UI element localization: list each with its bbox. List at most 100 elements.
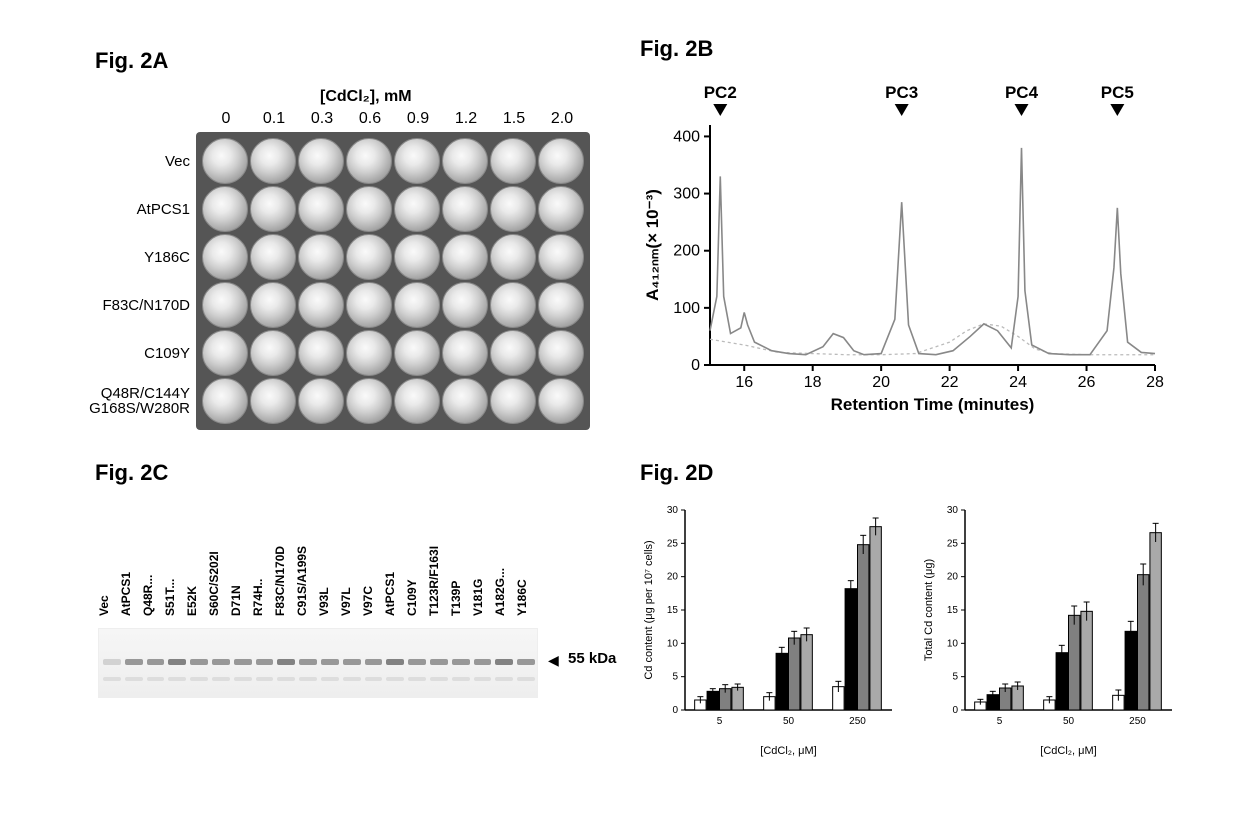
band xyxy=(408,659,426,665)
svg-text:26: 26 xyxy=(1078,374,1096,391)
fig2a-wellplate xyxy=(196,132,590,430)
well xyxy=(250,330,296,376)
well xyxy=(490,378,536,424)
well xyxy=(202,234,248,280)
well xyxy=(346,186,392,232)
fig2a-column-headers: 00.10.30.60.91.21.52.0 xyxy=(202,110,586,128)
band xyxy=(452,659,470,665)
band xyxy=(256,659,274,665)
fig2a-row: C109Y xyxy=(0,332,190,380)
band xyxy=(299,659,317,665)
fig2c-label: Fig. 2C xyxy=(95,460,168,486)
well xyxy=(490,330,536,376)
well xyxy=(298,234,344,280)
svg-text:10: 10 xyxy=(947,638,959,649)
well xyxy=(394,282,440,328)
well xyxy=(346,234,392,280)
fig2a-row: AtPCS1 xyxy=(0,188,190,236)
svg-text:20: 20 xyxy=(872,374,890,391)
well xyxy=(442,378,488,424)
fig2a-col: 0.6 xyxy=(346,110,394,128)
svg-text:20: 20 xyxy=(947,572,959,583)
well xyxy=(298,282,344,328)
fig2a-col: 0.3 xyxy=(298,110,346,128)
well xyxy=(394,330,440,376)
fig2a-row: F83C/N170D xyxy=(0,284,190,332)
svg-text:Cd content (μg per 10⁷ cells): Cd content (μg per 10⁷ cells) xyxy=(643,540,655,679)
well xyxy=(346,378,392,424)
lane-label: Vec xyxy=(97,595,111,616)
fig2a-col: 0.9 xyxy=(394,110,442,128)
svg-text:30: 30 xyxy=(667,505,679,516)
fig2d-right-chart: 051015202530Total Cd content (μg)[CdCl₂,… xyxy=(920,500,1180,760)
svg-text:30: 30 xyxy=(947,505,959,516)
well xyxy=(298,378,344,424)
band xyxy=(343,659,361,665)
svg-text:Total Cd content (μg): Total Cd content (μg) xyxy=(923,559,935,661)
svg-text:[CdCl₂, μM]: [CdCl₂, μM] xyxy=(760,745,816,757)
well xyxy=(442,138,488,184)
svg-text:22: 22 xyxy=(941,374,959,391)
svg-text:250: 250 xyxy=(1129,716,1146,727)
svg-text:0: 0 xyxy=(952,705,958,716)
well xyxy=(250,234,296,280)
svg-text:5: 5 xyxy=(952,672,958,683)
well xyxy=(394,138,440,184)
well xyxy=(538,330,584,376)
svg-text:PC3: PC3 xyxy=(885,83,918,102)
band xyxy=(125,659,143,665)
fig2c-blot xyxy=(98,628,538,698)
fig2b-chromatogram: 010020030040016182022242628A₄₁₂ₙₘ(× 10⁻³… xyxy=(640,80,1170,420)
svg-text:5: 5 xyxy=(997,716,1003,727)
well xyxy=(394,186,440,232)
fig2a-row: Vec xyxy=(0,140,190,188)
well xyxy=(538,234,584,280)
well xyxy=(442,234,488,280)
lane-label: S60C/S202I xyxy=(207,551,221,616)
well xyxy=(490,138,536,184)
lane-label: AtPCS1 xyxy=(119,572,133,616)
svg-text:PC2: PC2 xyxy=(704,83,737,102)
svg-text:0: 0 xyxy=(691,357,700,374)
band xyxy=(495,659,513,665)
band xyxy=(365,659,383,665)
fig2a-col: 2.0 xyxy=(538,110,586,128)
lane-label: Y186C xyxy=(515,579,529,616)
svg-text:18: 18 xyxy=(804,374,822,391)
well xyxy=(202,186,248,232)
well xyxy=(346,330,392,376)
fig2a-label: Fig. 2A xyxy=(95,48,168,74)
band xyxy=(321,659,339,665)
fig2a-col: 0 xyxy=(202,110,250,128)
well xyxy=(250,138,296,184)
lane-label: Q48R... xyxy=(141,575,155,616)
lane-label: V93L xyxy=(317,587,331,616)
well xyxy=(538,378,584,424)
lane-label: R74H.. xyxy=(251,579,265,616)
well xyxy=(538,282,584,328)
fig2a-col: 1.5 xyxy=(490,110,538,128)
fig2b-label: Fig. 2B xyxy=(640,36,713,62)
band xyxy=(190,659,208,665)
well xyxy=(250,282,296,328)
well xyxy=(538,138,584,184)
lane-label: E52K xyxy=(185,586,199,616)
well xyxy=(490,186,536,232)
svg-text:24: 24 xyxy=(1009,374,1027,391)
svg-text:20: 20 xyxy=(667,572,679,583)
svg-text:25: 25 xyxy=(947,538,959,549)
well xyxy=(442,330,488,376)
well xyxy=(346,138,392,184)
well xyxy=(442,186,488,232)
svg-text:[CdCl₂, μM]: [CdCl₂, μM] xyxy=(1040,745,1096,757)
well xyxy=(202,330,248,376)
fig2a-axis-title: [CdCl₂], mM xyxy=(320,88,412,106)
well xyxy=(394,234,440,280)
svg-text:28: 28 xyxy=(1146,374,1164,391)
band xyxy=(147,659,165,665)
band xyxy=(517,659,535,665)
fig2c-marker-arrow: ◀ xyxy=(548,652,559,669)
lane-label: A182G... xyxy=(493,568,507,616)
lane-label: V181G xyxy=(471,579,485,616)
svg-text:5: 5 xyxy=(672,672,678,683)
